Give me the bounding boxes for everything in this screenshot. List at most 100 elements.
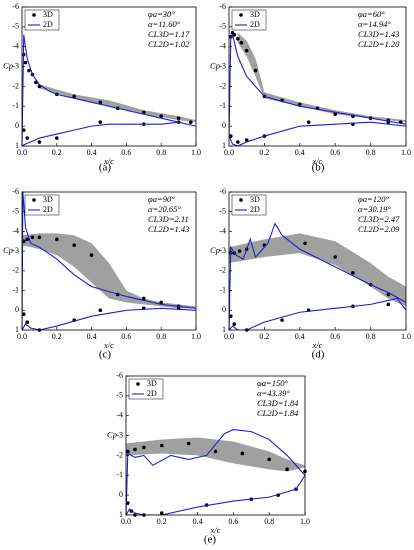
x-tick-label: 0.6	[228, 517, 238, 526]
line-2d	[22, 192, 196, 330]
point-3d	[333, 112, 338, 117]
point-3d	[333, 255, 338, 259]
y-axis-label: Cp	[210, 60, 220, 70]
panel: -6 -5 -4 -3 -2 -1 0 10.0 0.2 0.4 0.6 0.8 1.0 x/c Cp 3D2…	[3, 187, 201, 361]
y-tick-label: 1	[222, 141, 226, 150]
x-tick-label: 1.0	[401, 332, 411, 341]
x-tick-label: 1.0	[191, 332, 201, 341]
legend-box	[24, 194, 60, 216]
y-tick-label: -2	[116, 450, 123, 459]
point-3d	[23, 60, 28, 65]
point-3d	[253, 68, 258, 73]
legend-label: 3D	[43, 10, 53, 19]
x-axis-label: x/c	[210, 525, 221, 535]
y-tick-label: 0	[119, 490, 123, 499]
point-3d	[160, 443, 164, 448]
y-tick-label: -3	[12, 61, 19, 70]
plot-frame	[21, 191, 197, 331]
y-tick-label: -3	[219, 61, 226, 70]
y-tick-label: -2	[12, 266, 19, 275]
point-3d	[125, 449, 130, 454]
panel-label: (a)	[99, 162, 112, 174]
annotation: φa=150°	[257, 378, 288, 388]
legend-dot	[136, 382, 140, 386]
point-3d	[236, 140, 240, 144]
y-tick-label: -1	[219, 285, 226, 294]
annotation: α=30.19°	[358, 204, 391, 214]
y-tick-label: -6	[12, 187, 19, 196]
x-tick-label: 0.0	[17, 148, 27, 157]
annotation: α=14.94°	[358, 19, 391, 29]
point-3d	[228, 314, 233, 319]
y-tick-label: 1	[119, 510, 123, 519]
point-3d	[21, 128, 26, 132]
y-tick-label: 1	[15, 141, 19, 150]
point-3d	[236, 36, 240, 41]
legend-label: 2D	[250, 20, 260, 29]
point-3d	[176, 116, 181, 120]
annotation: CL2D=1.20	[358, 39, 400, 49]
legend-box	[231, 9, 267, 31]
x-axis-label: x/c	[312, 156, 323, 166]
annotation: CL3D=1.17	[148, 29, 190, 39]
point-3d	[27, 68, 31, 73]
y-tick-label: -4	[12, 42, 19, 51]
plot-frame	[21, 6, 197, 147]
point-3d	[30, 235, 35, 240]
annotation: CL3D=2.11	[148, 214, 189, 224]
point-3d	[98, 100, 103, 105]
y-axis-label: Cp	[210, 245, 220, 255]
point-3d	[232, 322, 237, 326]
legend-label: 2D	[250, 205, 260, 214]
annotation: α=43.39°	[257, 388, 290, 398]
panel: -6 -5 -4 -3 -2 -1 0 10.0 0.2 0.4 0.6 0.8 1.0 x/c Cp 3D2…	[210, 2, 411, 174]
legend-label: 3D	[147, 379, 157, 388]
x-tick-label: 0.2	[157, 517, 167, 526]
y-axis-label: Cp	[3, 60, 13, 70]
point-3d	[386, 302, 391, 307]
y-tick-label: -1	[12, 285, 19, 294]
legend-dot	[32, 13, 36, 17]
y-tick-label: -4	[219, 42, 226, 51]
x-tick-label: 0.8	[156, 148, 166, 157]
point-3d	[25, 136, 30, 140]
x-tick-label: 0.2	[259, 148, 269, 157]
plot-frame	[228, 191, 407, 331]
plot-frame	[228, 6, 407, 147]
point-3d	[267, 457, 272, 462]
x-tick-label: 0.6	[330, 332, 340, 341]
annotation: φa=60°	[358, 9, 385, 19]
x-tick-label: 0.2	[52, 148, 62, 157]
point-3d	[89, 253, 94, 257]
y-tick-label: -3	[219, 246, 226, 255]
point-3d	[306, 120, 311, 124]
x-tick-label: 0.6	[121, 148, 131, 157]
band	[39, 84, 196, 123]
annotation: φa=120°	[358, 194, 389, 204]
x-tick-label: 0.0	[17, 332, 27, 341]
x-tick-label: 0.6	[121, 332, 131, 341]
x-tick-label: 0.4	[193, 517, 203, 526]
x-tick-label: 0.4	[295, 148, 305, 157]
x-tick-label: 0.0	[224, 148, 234, 157]
x-tick-label: 1.0	[300, 517, 310, 526]
point-3d	[72, 243, 76, 248]
band	[22, 233, 196, 309]
point-3d	[237, 249, 242, 253]
x-tick-label: 0.2	[52, 332, 62, 341]
point-3d	[159, 300, 163, 305]
point-3d	[25, 320, 30, 324]
line-2d	[22, 34, 196, 146]
y-tick-label: -6	[219, 187, 226, 196]
y-tick-label: -5	[219, 207, 226, 216]
x-tick-label: 0.8	[156, 332, 166, 341]
point-3d	[244, 48, 249, 53]
legend-dot	[239, 13, 243, 17]
x-tick-label: 0.4	[87, 148, 97, 157]
y-tick-label: -5	[219, 22, 226, 31]
band	[229, 233, 406, 307]
panel-label: (b)	[312, 162, 325, 174]
y-tick-label: -3	[12, 246, 19, 255]
y-tick-label: -1	[116, 470, 123, 479]
legend-label: 3D	[250, 10, 260, 19]
